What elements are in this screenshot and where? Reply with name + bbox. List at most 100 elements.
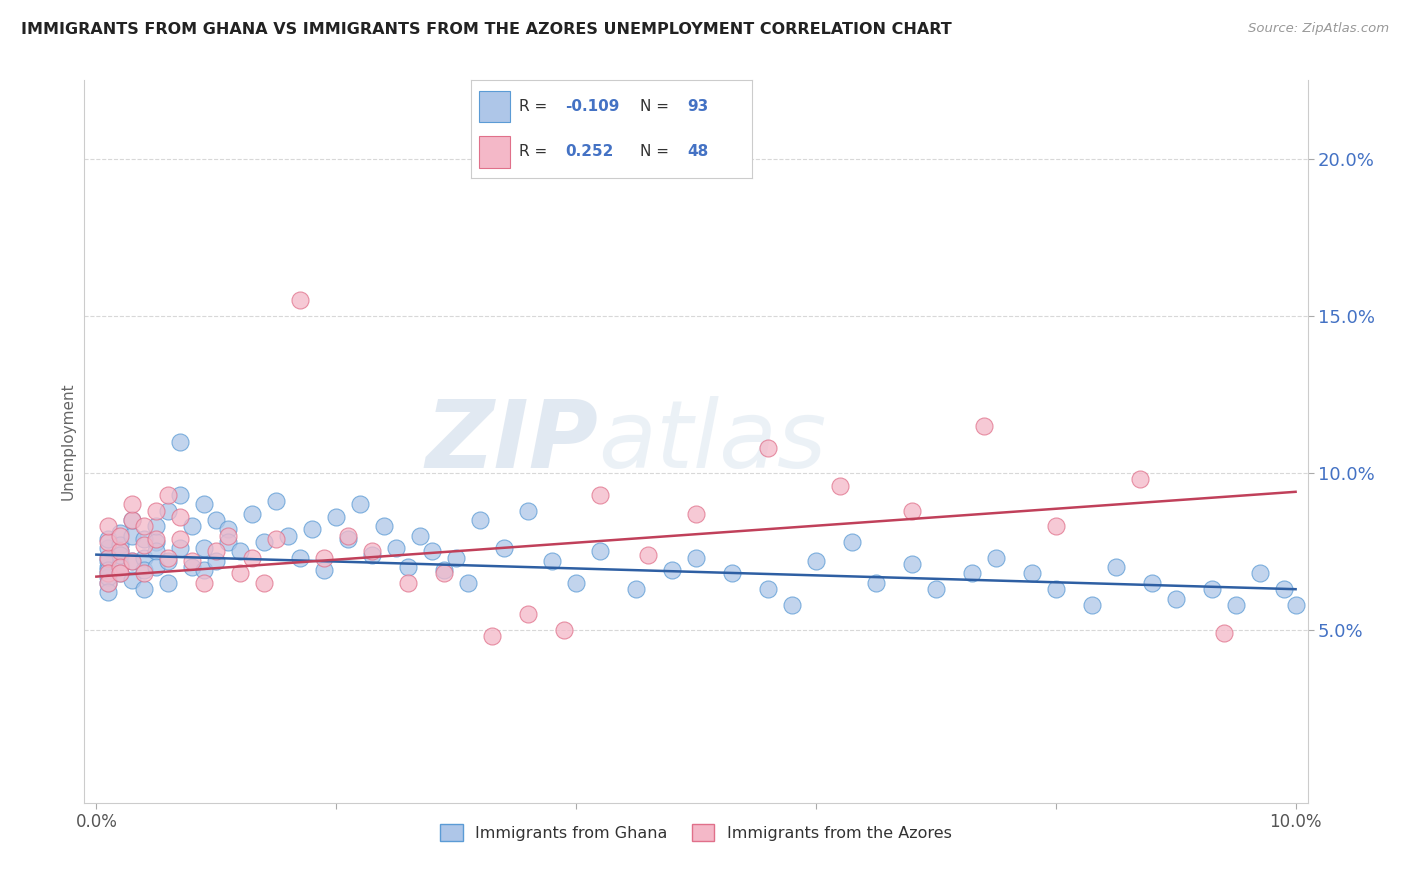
Point — [756, 441, 779, 455]
Point — [134, 532, 156, 546]
Point — [97, 519, 120, 533]
Point — [145, 544, 167, 558]
Point — [1045, 519, 1067, 533]
Text: -0.109: -0.109 — [565, 99, 620, 114]
Point — [361, 548, 384, 562]
Point — [110, 525, 132, 540]
Point — [121, 554, 143, 568]
Point — [169, 488, 191, 502]
Point — [97, 535, 120, 549]
Point — [290, 293, 312, 308]
Point — [494, 541, 516, 556]
Point — [181, 560, 204, 574]
Point — [145, 560, 167, 574]
Point — [193, 541, 215, 556]
Point — [121, 529, 143, 543]
Point — [960, 566, 983, 581]
Point — [110, 529, 132, 543]
Point — [97, 575, 120, 590]
Point — [110, 566, 132, 581]
Point — [264, 494, 287, 508]
Point — [110, 544, 132, 558]
Point — [325, 510, 347, 524]
Point — [361, 544, 384, 558]
Point — [685, 550, 707, 565]
Point — [145, 535, 167, 549]
Point — [121, 554, 143, 568]
Point — [121, 513, 143, 527]
Point — [97, 585, 120, 599]
Point — [169, 434, 191, 449]
Point — [97, 563, 120, 577]
Text: 48: 48 — [688, 145, 709, 160]
Point — [134, 582, 156, 597]
Point — [1105, 560, 1128, 574]
Point — [134, 563, 156, 577]
Point — [385, 541, 408, 556]
Point — [973, 418, 995, 433]
Point — [1080, 598, 1102, 612]
Point — [121, 513, 143, 527]
Point — [110, 538, 132, 552]
Point — [1249, 566, 1271, 581]
Point — [157, 503, 180, 517]
Text: R =: R = — [519, 99, 553, 114]
Point — [229, 566, 252, 581]
Point — [433, 566, 456, 581]
Point — [481, 629, 503, 643]
Point — [205, 513, 228, 527]
Point — [134, 566, 156, 581]
Text: ZIP: ZIP — [425, 395, 598, 488]
Point — [193, 575, 215, 590]
Point — [444, 550, 467, 565]
Point — [314, 550, 336, 565]
Text: N =: N = — [640, 99, 673, 114]
Point — [240, 507, 263, 521]
Point — [420, 544, 443, 558]
Point — [901, 503, 924, 517]
Point — [121, 573, 143, 587]
Y-axis label: Unemployment: Unemployment — [60, 383, 76, 500]
Point — [97, 575, 120, 590]
Point — [1164, 591, 1187, 606]
FancyBboxPatch shape — [479, 91, 510, 122]
Point — [661, 563, 683, 577]
Point — [145, 519, 167, 533]
Point — [624, 582, 647, 597]
Point — [301, 523, 323, 537]
Legend: Immigrants from Ghana, Immigrants from the Azores: Immigrants from Ghana, Immigrants from t… — [432, 816, 960, 849]
Point — [145, 532, 167, 546]
Point — [314, 563, 336, 577]
Point — [553, 623, 575, 637]
Point — [685, 507, 707, 521]
Point — [349, 497, 371, 511]
Point — [1021, 566, 1043, 581]
Point — [110, 544, 132, 558]
Point — [193, 563, 215, 577]
Point — [217, 535, 239, 549]
Point — [841, 535, 863, 549]
Point — [433, 563, 456, 577]
Point — [1045, 582, 1067, 597]
Point — [181, 519, 204, 533]
Point — [780, 598, 803, 612]
Point — [97, 566, 120, 581]
Point — [157, 575, 180, 590]
Point — [157, 550, 180, 565]
Point — [157, 554, 180, 568]
Point — [110, 557, 132, 571]
Point — [901, 557, 924, 571]
Point — [1140, 575, 1163, 590]
Point — [121, 497, 143, 511]
Point — [134, 550, 156, 565]
Point — [290, 550, 312, 565]
Point — [157, 488, 180, 502]
Point — [804, 554, 827, 568]
Point — [97, 532, 120, 546]
Point — [217, 523, 239, 537]
Point — [637, 548, 659, 562]
Point — [1212, 626, 1234, 640]
Point — [337, 529, 360, 543]
Point — [253, 575, 276, 590]
Point — [205, 554, 228, 568]
